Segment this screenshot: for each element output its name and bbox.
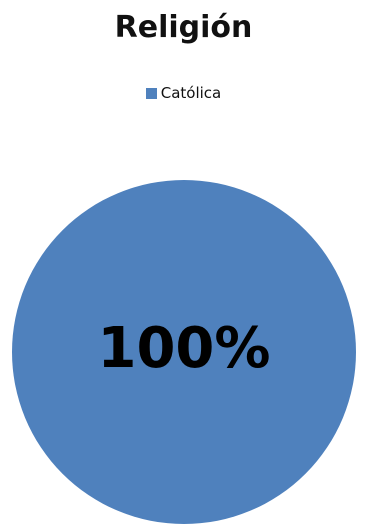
- legend-label-catolica: Católica: [160, 84, 222, 102]
- pie-slice-catolica: [12, 180, 356, 524]
- pie-slice-data-label: 100%: [97, 316, 270, 381]
- legend-swatch-catolica: [145, 87, 157, 99]
- legend: Católica: [0, 84, 367, 102]
- chart-title: Religión: [114, 10, 253, 45]
